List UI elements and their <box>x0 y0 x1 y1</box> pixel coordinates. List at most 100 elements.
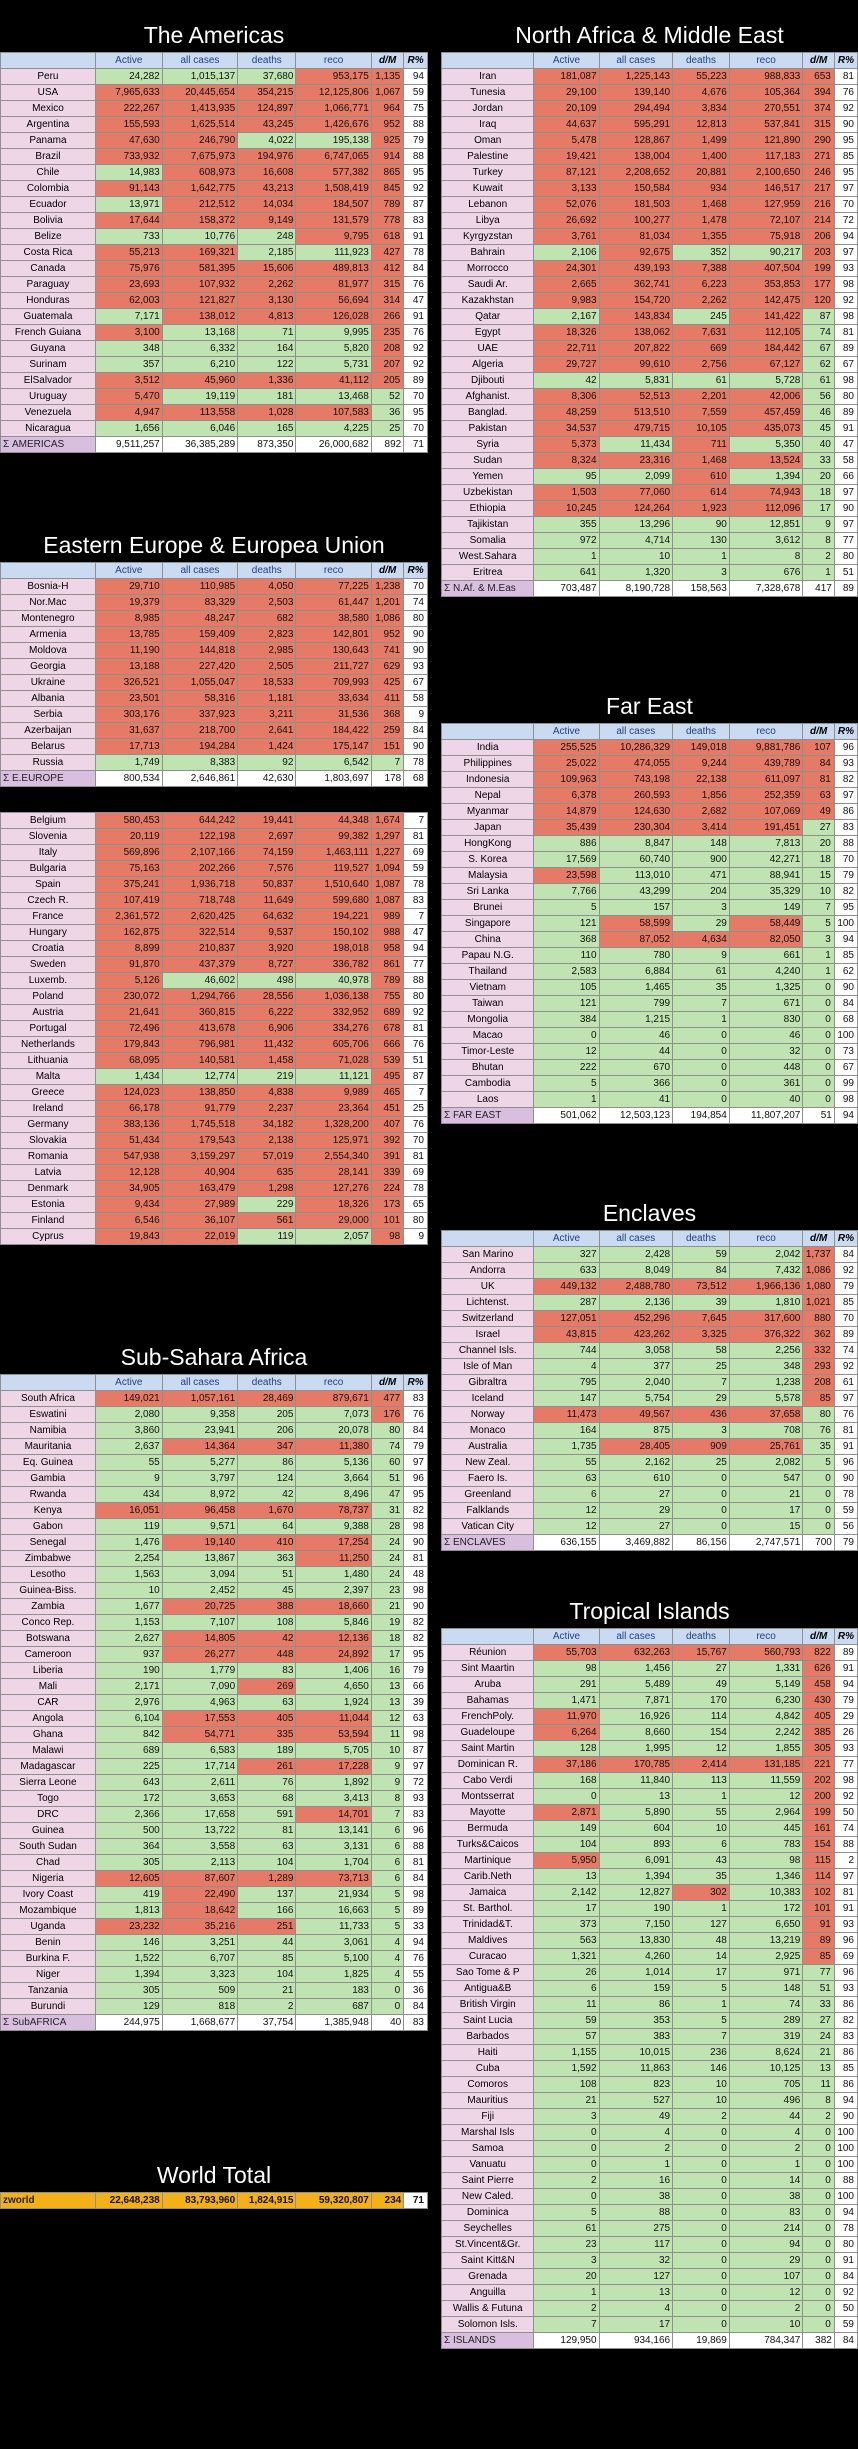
cell-reco: 2,554,340 <box>295 1148 372 1165</box>
header-active: Active <box>533 52 600 69</box>
cell-active: 105 <box>533 979 600 996</box>
table-row: Moldova 11,190 144,818 2,985 130,643 741 90 <box>0 642 428 659</box>
cell-active: 6,546 <box>94 1212 163 1229</box>
cell-all: 19,140 <box>161 1534 239 1551</box>
cell-all: 799 <box>598 995 674 1012</box>
cell-dm: 666 <box>370 1036 405 1053</box>
country-name: Faero Is. <box>440 1470 535 1487</box>
country-name: Vietnam <box>440 979 535 996</box>
country-name: Estonia <box>0 1196 96 1213</box>
cell-deaths: 229 <box>237 1196 297 1213</box>
cell-reco: 23,364 <box>295 1100 372 1117</box>
cell-all: 18,642 <box>161 1902 239 1919</box>
cell-r: 68 <box>833 1011 858 1028</box>
country-name: Martinique <box>440 1852 535 1869</box>
cell-reco: 11,044 <box>295 1710 372 1727</box>
cell-r: 93 <box>403 1790 428 1807</box>
cell-reco: 1,855 <box>728 1740 804 1757</box>
cell-active: 326,521 <box>94 674 163 691</box>
cell-all: 202,266 <box>161 860 239 877</box>
cell-all: 1,057,161 <box>161 1390 239 1407</box>
cell-active: 14,879 <box>533 803 600 820</box>
country-name: Romania <box>0 1148 96 1165</box>
cell-r: 79 <box>833 1692 858 1709</box>
cell-all: 44 <box>598 1043 674 1060</box>
cell-deaths: 42 <box>237 1486 297 1503</box>
cell-deaths: 34,182 <box>237 1116 297 1133</box>
cell-deaths: 85 <box>237 1950 297 1967</box>
cell-dm: 8 <box>370 1790 405 1807</box>
total-r: 83 <box>403 2014 428 2031</box>
cell-active: 26 <box>533 1964 600 1981</box>
table-row: Vatican City 12 27 0 15 0 56 <box>440 1518 858 1535</box>
cell-r: 87 <box>403 196 428 213</box>
cell-dm: 20 <box>802 468 835 485</box>
cell-active: 129 <box>94 1998 163 2015</box>
cell-all: 29 <box>598 1502 674 1519</box>
cell-deaths: 3,414 <box>672 819 730 836</box>
country-name: Gabon <box>0 1518 96 1535</box>
cell-reco: 131,185 <box>728 1756 804 1773</box>
cell-reco: 17,254 <box>295 1534 372 1551</box>
cell-r: 70 <box>403 1132 428 1149</box>
table-row: Saint Martin 128 1,995 12 1,855 305 93 <box>440 1740 858 1757</box>
cell-deaths: 669 <box>672 340 730 357</box>
cell-dm: 1,201 <box>370 594 405 611</box>
cell-reco: 2,964 <box>728 1804 804 1821</box>
table-row: Banglad. 48,259 513,510 7,559 457,459 46 89 <box>440 404 858 421</box>
cell-r: 61 <box>833 1374 858 1391</box>
cell-r: 59 <box>833 1502 858 1519</box>
table-row: Australia 1,735 28,405 909 25,761 35 91 <box>440 1438 858 1455</box>
table-row: Saint Kitt&N 3 32 0 29 0 91 <box>440 2252 858 2269</box>
table-row: Mauritania 2,637 14,364 347 11,380 74 79 <box>0 1438 428 1455</box>
cell-reco: 1,463,111 <box>295 844 372 861</box>
cell-deaths: 17 <box>672 1964 730 1981</box>
data-table: zworld 22,648,238 83,793,960 1,824,915 59,32… <box>0 2192 428 2209</box>
cell-r: 7 <box>403 908 428 925</box>
cell-all: 7,871 <box>598 1692 674 1709</box>
total-label: Σ E.EUROPE <box>0 770 96 787</box>
cell-all: 169,321 <box>161 244 239 261</box>
cell-reco: 121,890 <box>728 132 804 149</box>
cell-active: 146 <box>94 1934 163 1951</box>
total-row: Σ SubAFRICA 244,975 1,668,677 37,754 1,385,9… <box>0 2014 428 2031</box>
header-reco: reco <box>728 1628 804 1645</box>
cell-reco: 21 <box>728 1486 804 1503</box>
cell-r: 58 <box>403 690 428 707</box>
table-row: Trinidad&T. 373 7,150 127 6,650 91 93 <box>440 1916 858 1933</box>
table-row: UK 449,132 2,488,780 73,512 1,966,136 1,080 79 <box>440 1278 858 1295</box>
cell-active: 172 <box>94 1790 163 1807</box>
table-row: Macao 0 46 0 46 0 100 <box>440 1027 858 1044</box>
cell-active: 127,051 <box>533 1310 600 1327</box>
cell-deaths: 4,813 <box>237 308 297 325</box>
cell-dm: 235 <box>370 324 405 341</box>
country-name: Guatemala <box>0 308 96 325</box>
cell-deaths: 1,670 <box>237 1502 297 1519</box>
cell-reco: 1,825 <box>295 1966 372 1983</box>
cell-deaths: 11,432 <box>237 1036 297 1053</box>
cell-all: 96,458 <box>161 1502 239 1519</box>
cell-active: 20,119 <box>94 828 163 845</box>
country-name: Saint Pierre <box>440 2172 535 2189</box>
total-deaths: 37,754 <box>237 2014 297 2031</box>
cell-all: 362,741 <box>598 276 674 293</box>
header-all: all cases <box>598 1628 674 1645</box>
cell-dm: 0 <box>802 2300 835 2317</box>
cell-all: 718,748 <box>161 892 239 909</box>
country-name: Lichtenst. <box>440 1294 535 1311</box>
cell-all: 4 <box>598 2300 674 2317</box>
cell-reco: 44 <box>728 2108 804 2125</box>
total-deaths: 194,854 <box>672 1107 730 1124</box>
country-name: Burundi <box>0 1998 96 2015</box>
cell-active: 13 <box>533 1868 600 1885</box>
cell-reco: 6,747,065 <box>295 148 372 165</box>
total-dm: 382 <box>802 2332 835 2349</box>
country-name: Belarus <box>0 738 96 755</box>
cell-active: 121 <box>533 995 600 1012</box>
cell-reco: 376,322 <box>728 1326 804 1343</box>
country-name: Togo <box>0 1790 96 1807</box>
cell-deaths: 1 <box>672 1788 730 1805</box>
table-row: Mozambique 1,813 18,642 166 16,663 5 89 <box>0 1902 428 1919</box>
header-name <box>440 1628 535 1645</box>
cell-dm: 0 <box>802 2316 835 2333</box>
